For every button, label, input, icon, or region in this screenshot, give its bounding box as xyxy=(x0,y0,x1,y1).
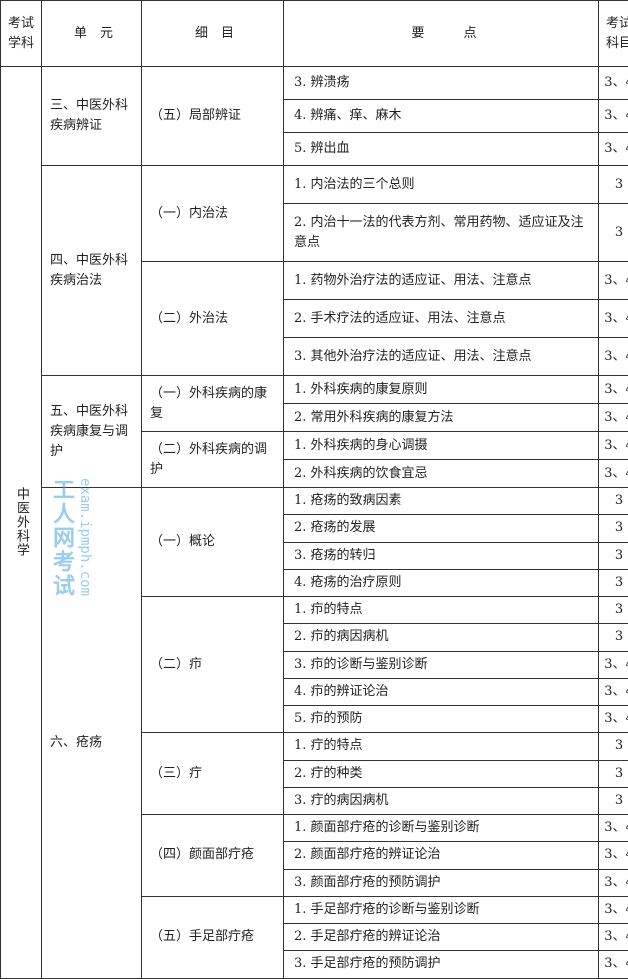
point-cell: 1. 外科疾病的康复原则 xyxy=(284,376,599,404)
exam-cell: 3 xyxy=(599,542,628,569)
point-cell: 3. 手足部疔疮的预防调护 xyxy=(284,951,599,978)
exam-cell: 3、4 xyxy=(599,100,628,133)
item-cell: （五）手足部疔疮 xyxy=(142,896,284,978)
item-cell: （三）疔 xyxy=(142,733,284,815)
point-cell: 5. 辨出血 xyxy=(284,133,599,166)
exam-cell: 3、4 xyxy=(599,951,628,978)
exam-cell: 3 xyxy=(599,760,628,787)
point-cell: 1. 颜面部疔疮的诊断与鉴别诊断 xyxy=(284,815,599,842)
exam-cell: 3、4 xyxy=(599,338,628,376)
point-cell: 3. 辨溃疡 xyxy=(284,67,599,100)
exam-cell: 3、4 xyxy=(599,404,628,432)
exam-cell: 3、4 xyxy=(599,133,628,166)
exam-cell: 3、4 xyxy=(599,651,628,678)
point-cell: 1. 手足部疔疮的诊断与鉴别诊断 xyxy=(284,896,599,923)
point-cell: 1. 疖的特点 xyxy=(284,597,599,624)
exam-cell: 3、4 xyxy=(599,924,628,951)
exam-cell: 3、4 xyxy=(599,815,628,842)
point-cell: 4. 疮疡的治疗原则 xyxy=(284,569,599,596)
point-cell: 2. 疔的种类 xyxy=(284,760,599,787)
point-cell: 3. 疖的诊断与鉴别诊断 xyxy=(284,651,599,678)
point-cell: 2. 外科疾病的饮食宜忌 xyxy=(284,460,599,488)
item-cell: （一）内治法 xyxy=(142,166,284,262)
point-cell: 2. 常用外科疾病的康复方法 xyxy=(284,404,599,432)
header-row: 考试学科 单 元 细 目 要 点 考试科目 xyxy=(1,1,628,67)
exam-cell: 3、4 xyxy=(599,300,628,338)
point-cell: 4. 疖的辨证论治 xyxy=(284,678,599,705)
header-item: 细 目 xyxy=(142,1,284,67)
point-cell: 1. 内治法的三个总则 xyxy=(284,166,599,204)
exam-cell: 3、4 xyxy=(599,376,628,404)
exam-cell: 3 xyxy=(599,204,628,262)
subject-cell: 中医外科学 xyxy=(1,67,42,979)
point-cell: 2. 手足部疔疮的辨证论治 xyxy=(284,924,599,951)
point-cell: 2. 疖的病因病机 xyxy=(284,624,599,651)
point-cell: 3. 疮疡的转归 xyxy=(284,542,599,569)
exam-cell: 3、4 xyxy=(599,432,628,460)
point-cell: 1. 外科疾病的身心调摄 xyxy=(284,432,599,460)
item-cell: （二）外科疾病的调护 xyxy=(142,432,284,488)
header-points: 要 点 xyxy=(284,1,599,67)
point-cell: 1. 药物外治疗法的适应证、用法、注意点 xyxy=(284,262,599,300)
point-cell: 2. 疮疡的发展 xyxy=(284,515,599,542)
exam-cell: 3 xyxy=(599,488,628,515)
exam-cell: 3 xyxy=(599,515,628,542)
header-exam: 考试科目 xyxy=(599,1,628,67)
point-cell: 2. 颜面部疔疮的辨证论治 xyxy=(284,842,599,869)
unit-cell: 三、中医外科疾病辨证 xyxy=(42,67,142,166)
exam-cell: 3、4 xyxy=(599,67,628,100)
header-unit: 单 元 xyxy=(42,1,142,67)
exam-cell: 3、4 xyxy=(599,842,628,869)
point-cell: 4. 辨痛、痒、麻木 xyxy=(284,100,599,133)
item-cell: （二）外治法 xyxy=(142,262,284,376)
exam-cell: 3 xyxy=(599,733,628,760)
exam-cell: 3 xyxy=(599,624,628,651)
item-cell: （一）外科疾病的康复 xyxy=(142,376,284,432)
exam-cell: 3、4 xyxy=(599,678,628,705)
header-subject: 考试学科 xyxy=(1,1,42,67)
point-cell: 3. 疔的病因病机 xyxy=(284,787,599,814)
point-cell: 2. 手术疗法的适应证、用法、注意点 xyxy=(284,300,599,338)
subject-label: 中医外科学 xyxy=(11,487,31,557)
point-cell: 3. 其他外治疗法的适应证、用法、注意点 xyxy=(284,338,599,376)
unit-cell: 五、中医外科疾病康复与调护 xyxy=(42,376,142,488)
item-cell: （四）颜面部疔疮 xyxy=(142,815,284,897)
exam-cell: 3、4 xyxy=(599,706,628,733)
point-cell: 1. 疮疡的致病因素 xyxy=(284,488,599,515)
point-cell: 3. 颜面部疔疮的预防调护 xyxy=(284,869,599,896)
point-cell: 2. 内治十一法的代表方剂、常用药物、适应证及注意点 xyxy=(284,204,599,262)
exam-cell: 3、4 xyxy=(599,262,628,300)
item-cell: （一）概论 xyxy=(142,488,284,597)
item-cell: （二）疖 xyxy=(142,597,284,733)
exam-cell: 3、4 xyxy=(599,896,628,923)
exam-cell: 3、4 xyxy=(599,460,628,488)
exam-cell: 3、4 xyxy=(599,869,628,896)
item-cell: （五）局部辨证 xyxy=(142,67,284,166)
point-cell: 1. 疔的特点 xyxy=(284,733,599,760)
exam-cell: 3 xyxy=(599,166,628,204)
exam-cell: 3 xyxy=(599,597,628,624)
unit-cell: 四、中医外科疾病治法 xyxy=(42,166,142,376)
exam-cell: 3 xyxy=(599,569,628,596)
point-cell: 5. 疖的预防 xyxy=(284,706,599,733)
exam-cell: 3 xyxy=(599,787,628,814)
unit-cell: 六、疮疡 xyxy=(42,488,142,979)
